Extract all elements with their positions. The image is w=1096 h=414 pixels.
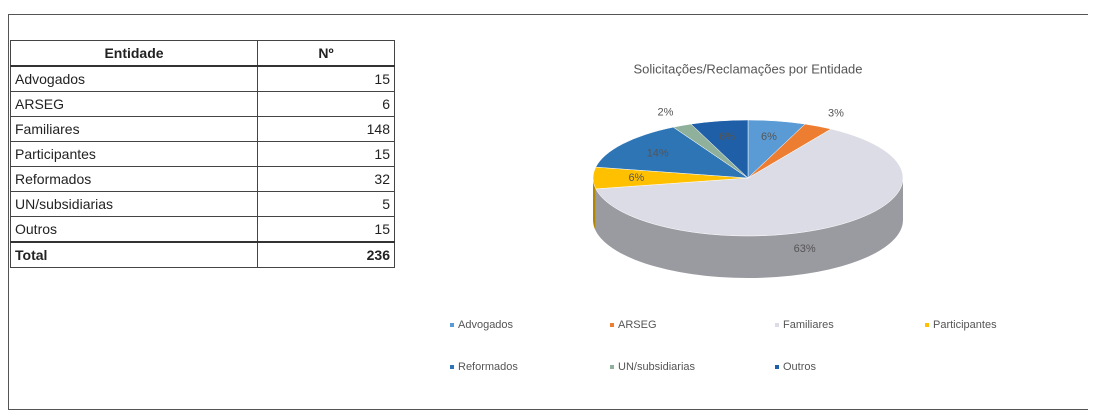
data-label: 3%: [828, 107, 844, 119]
slice: [595, 128, 904, 237]
data-label: 14%: [647, 147, 669, 159]
cell: UN/subsidiarias: [10, 191, 258, 217]
legend-label: Familiares: [783, 319, 834, 331]
row: Participantes 15: [10, 141, 395, 167]
data-label: 6%: [761, 131, 777, 143]
legend-swatch: [925, 323, 929, 327]
chart-title: Solicitações/Reclamações por Entidade: [633, 61, 862, 76]
header-row: Entidade Nº: [10, 40, 395, 67]
slice: [690, 119, 749, 179]
table: Entidade Nº Advogados 15 ARSEG 6 Familiares 1…: [10, 40, 395, 268]
total-row: Total 236: [10, 241, 395, 268]
row: Familiares 148: [10, 116, 395, 142]
legend-label: Reformados: [458, 361, 518, 373]
legend-swatch: [450, 323, 454, 327]
legend-swatch: [450, 365, 454, 369]
row: Outros 15: [10, 216, 395, 243]
cell: 15: [257, 216, 395, 243]
cell: 15: [257, 65, 395, 92]
frame: [8, 14, 1088, 410]
table-body: Advogados 15 ARSEG 6 Familiares 148 Participan…: [10, 65, 395, 243]
legend-label: UN/subsidiarias: [618, 361, 696, 373]
cell: 148: [257, 116, 395, 142]
cell: 32: [257, 166, 395, 192]
header-cell: Nº: [257, 40, 395, 67]
legend-swatch: [610, 365, 614, 369]
row: UN/subsidiarias 5: [10, 191, 395, 217]
slice: [595, 126, 749, 179]
header-cell: Entidade: [10, 40, 258, 67]
cell: 5: [257, 191, 395, 217]
cell: 236: [257, 241, 395, 268]
data-label: 63%: [794, 243, 816, 255]
cell: ARSEG: [10, 91, 258, 117]
legend-label: Advogados: [458, 319, 514, 331]
cell: 6: [257, 91, 395, 117]
cell: Familiares: [10, 116, 258, 142]
legend-swatch: [775, 365, 779, 369]
legend-label: ARSEG: [618, 319, 657, 331]
data-label: 2%: [658, 106, 674, 118]
data-label: 6%: [628, 172, 644, 184]
legend-swatch: [610, 323, 614, 327]
legend-swatch: [775, 323, 779, 327]
cell: Participantes: [10, 141, 258, 167]
slice-side: [593, 178, 596, 231]
legend-label: Outros: [783, 361, 817, 373]
row: ARSEG 6: [10, 91, 395, 117]
slice-side: [595, 178, 903, 278]
data-label: 6%: [719, 131, 735, 143]
legend-label: Participantes: [933, 319, 997, 331]
